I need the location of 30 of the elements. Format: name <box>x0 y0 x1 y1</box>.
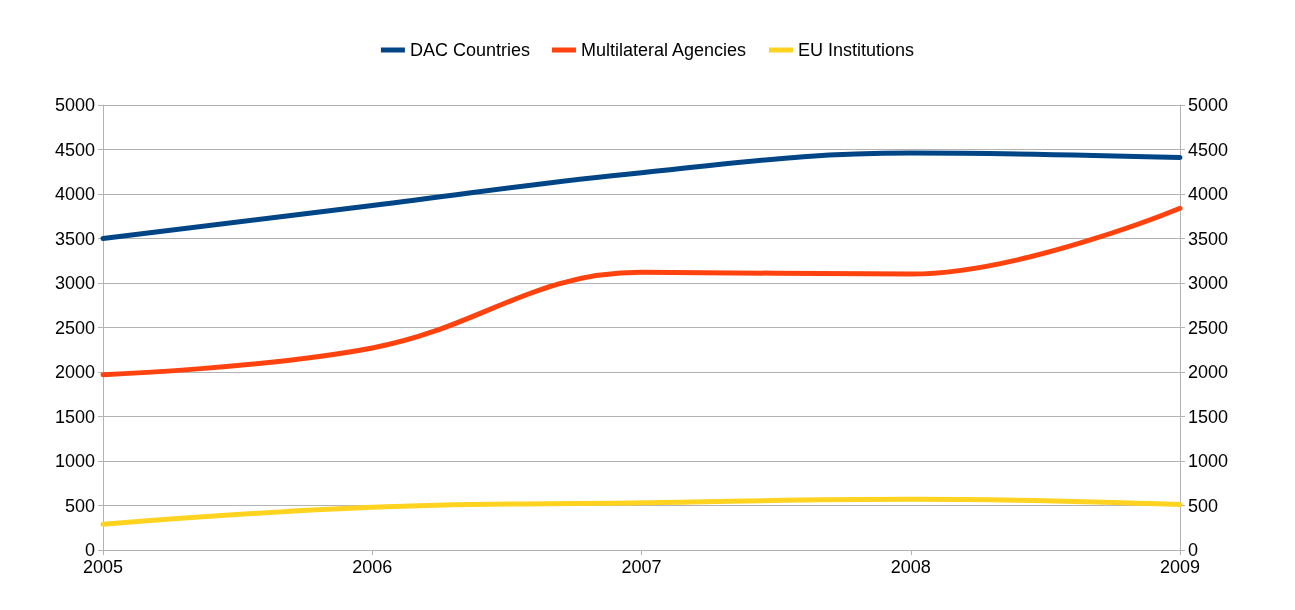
y-tick-label: 3500 <box>54 228 95 249</box>
y-tick-label: 500 <box>64 495 95 516</box>
y2-tick-label: 1500 <box>1188 406 1229 427</box>
y2-tick-label: 0 <box>1188 540 1199 560</box>
y2-tick-label: 4500 <box>1188 139 1229 160</box>
legend-label: Multilateral Agencies <box>580 40 747 60</box>
x-tick-label: 2008 <box>890 557 931 577</box>
y-tick-label: 4500 <box>54 139 95 160</box>
y2-tick-label: 5000 <box>1188 95 1229 115</box>
x-tick-label: 2009 <box>1159 557 1201 577</box>
y-tick-label: 3000 <box>54 273 95 293</box>
y-tick-label: 1000 <box>54 451 95 471</box>
x-tick-label: 2006 <box>352 557 393 577</box>
y-tick-label: 2500 <box>54 317 95 338</box>
x-tick-label: 2005 <box>82 557 124 577</box>
y2-tick-label: 500 <box>1188 495 1219 516</box>
y2-tick-label: 3000 <box>1188 273 1229 293</box>
legend-label: DAC Countries <box>409 40 530 60</box>
y2-tick-label: 2000 <box>1188 362 1229 382</box>
y-tick-label: 1500 <box>54 406 95 427</box>
y2-tick-label: 4000 <box>1188 184 1229 204</box>
y-tick-label: 5000 <box>54 95 95 115</box>
y-tick-label: 0 <box>84 540 95 560</box>
x-tick-label: 2007 <box>621 557 662 577</box>
legend-label: EU Institutions <box>798 40 915 60</box>
y2-tick-label: 1000 <box>1188 451 1229 471</box>
y-tick-label: 4000 <box>54 184 95 204</box>
y2-tick-label: 3500 <box>1188 228 1229 249</box>
y-tick-label: 2000 <box>54 362 95 382</box>
y2-tick-label: 2500 <box>1188 317 1229 338</box>
